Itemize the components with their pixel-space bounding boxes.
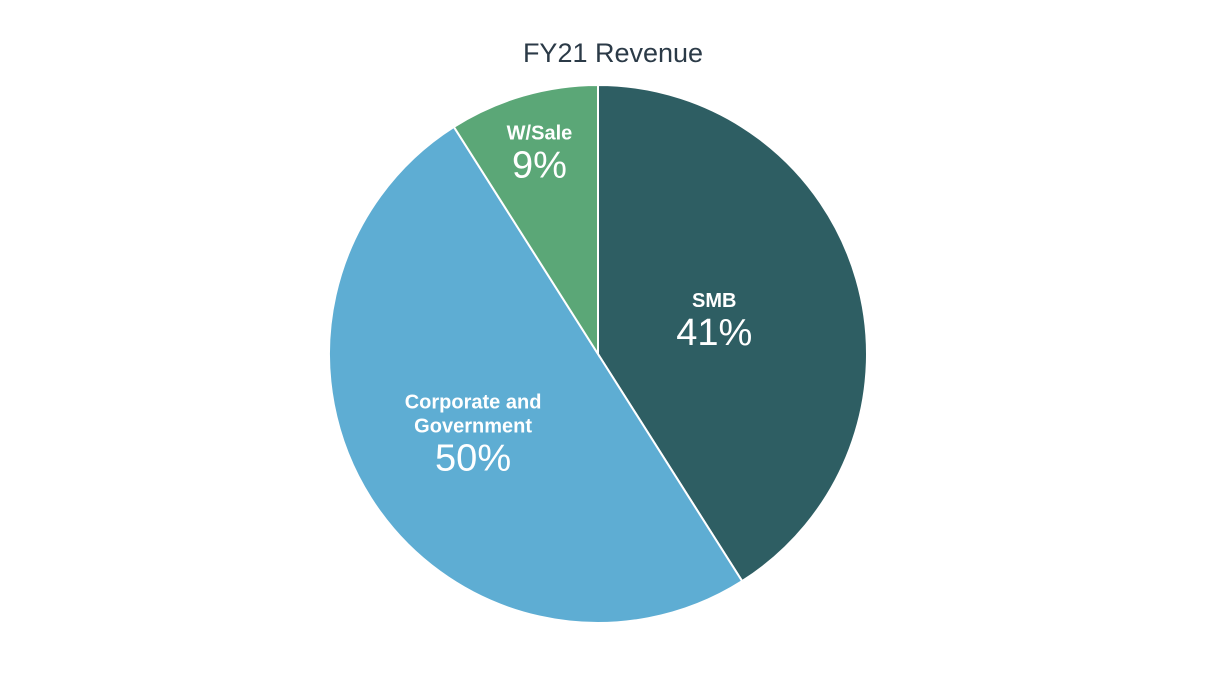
slice-label-percent: 41% bbox=[676, 312, 752, 354]
slice-label-name: Corporate and bbox=[405, 391, 542, 413]
pie-slice-smb bbox=[597, 83, 868, 583]
pie-slice-w-sale bbox=[452, 83, 599, 358]
slice-label-name: SMB bbox=[692, 290, 736, 312]
pie-slice-corporate-and-government bbox=[328, 125, 744, 624]
slice-label-name: W/Sale bbox=[507, 123, 573, 145]
slice-label-percent: 9% bbox=[512, 145, 567, 187]
slice-label-name: Government bbox=[414, 415, 532, 437]
slice-label-percent: 50% bbox=[435, 437, 511, 479]
chart-title: FY21 Revenue bbox=[522, 38, 704, 68]
